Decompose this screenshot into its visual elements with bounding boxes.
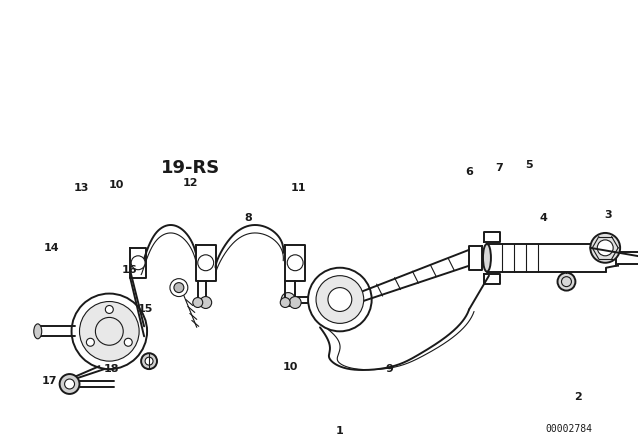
Text: 14: 14 — [44, 243, 60, 253]
Circle shape — [60, 374, 79, 394]
Circle shape — [86, 338, 94, 346]
Circle shape — [328, 288, 352, 311]
Circle shape — [597, 240, 613, 256]
Text: 6: 6 — [465, 167, 473, 177]
Text: 10: 10 — [109, 180, 124, 190]
Circle shape — [174, 283, 184, 293]
Text: 7: 7 — [495, 164, 503, 173]
Text: 12: 12 — [183, 178, 198, 188]
Text: 1: 1 — [336, 426, 344, 436]
Text: 11: 11 — [291, 183, 306, 193]
Circle shape — [590, 233, 620, 263]
Circle shape — [145, 357, 153, 365]
Circle shape — [65, 379, 74, 389]
Circle shape — [131, 256, 145, 270]
Text: 8: 8 — [244, 213, 252, 223]
Text: 5: 5 — [525, 160, 532, 170]
Text: 2: 2 — [575, 392, 582, 402]
Ellipse shape — [34, 324, 42, 339]
Circle shape — [287, 255, 303, 271]
Circle shape — [106, 306, 113, 314]
Circle shape — [289, 297, 301, 309]
Text: 18: 18 — [104, 364, 119, 374]
Text: 17: 17 — [42, 376, 58, 386]
Circle shape — [198, 255, 214, 271]
Text: 00002784: 00002784 — [545, 424, 592, 434]
Circle shape — [280, 297, 290, 307]
Circle shape — [316, 276, 364, 323]
Text: 4: 4 — [540, 213, 548, 223]
Circle shape — [281, 293, 295, 306]
Ellipse shape — [483, 244, 491, 271]
Text: 9: 9 — [386, 364, 394, 374]
Text: 13: 13 — [74, 183, 89, 193]
Circle shape — [124, 338, 132, 346]
Circle shape — [557, 273, 575, 291]
Circle shape — [141, 353, 157, 369]
Circle shape — [79, 302, 139, 361]
Text: 15: 15 — [138, 305, 153, 314]
Circle shape — [200, 297, 212, 309]
Text: 10: 10 — [282, 362, 298, 372]
Text: 3: 3 — [604, 210, 612, 220]
Text: 16: 16 — [122, 265, 137, 275]
Text: 19-RS: 19-RS — [161, 159, 220, 177]
Circle shape — [193, 297, 203, 307]
